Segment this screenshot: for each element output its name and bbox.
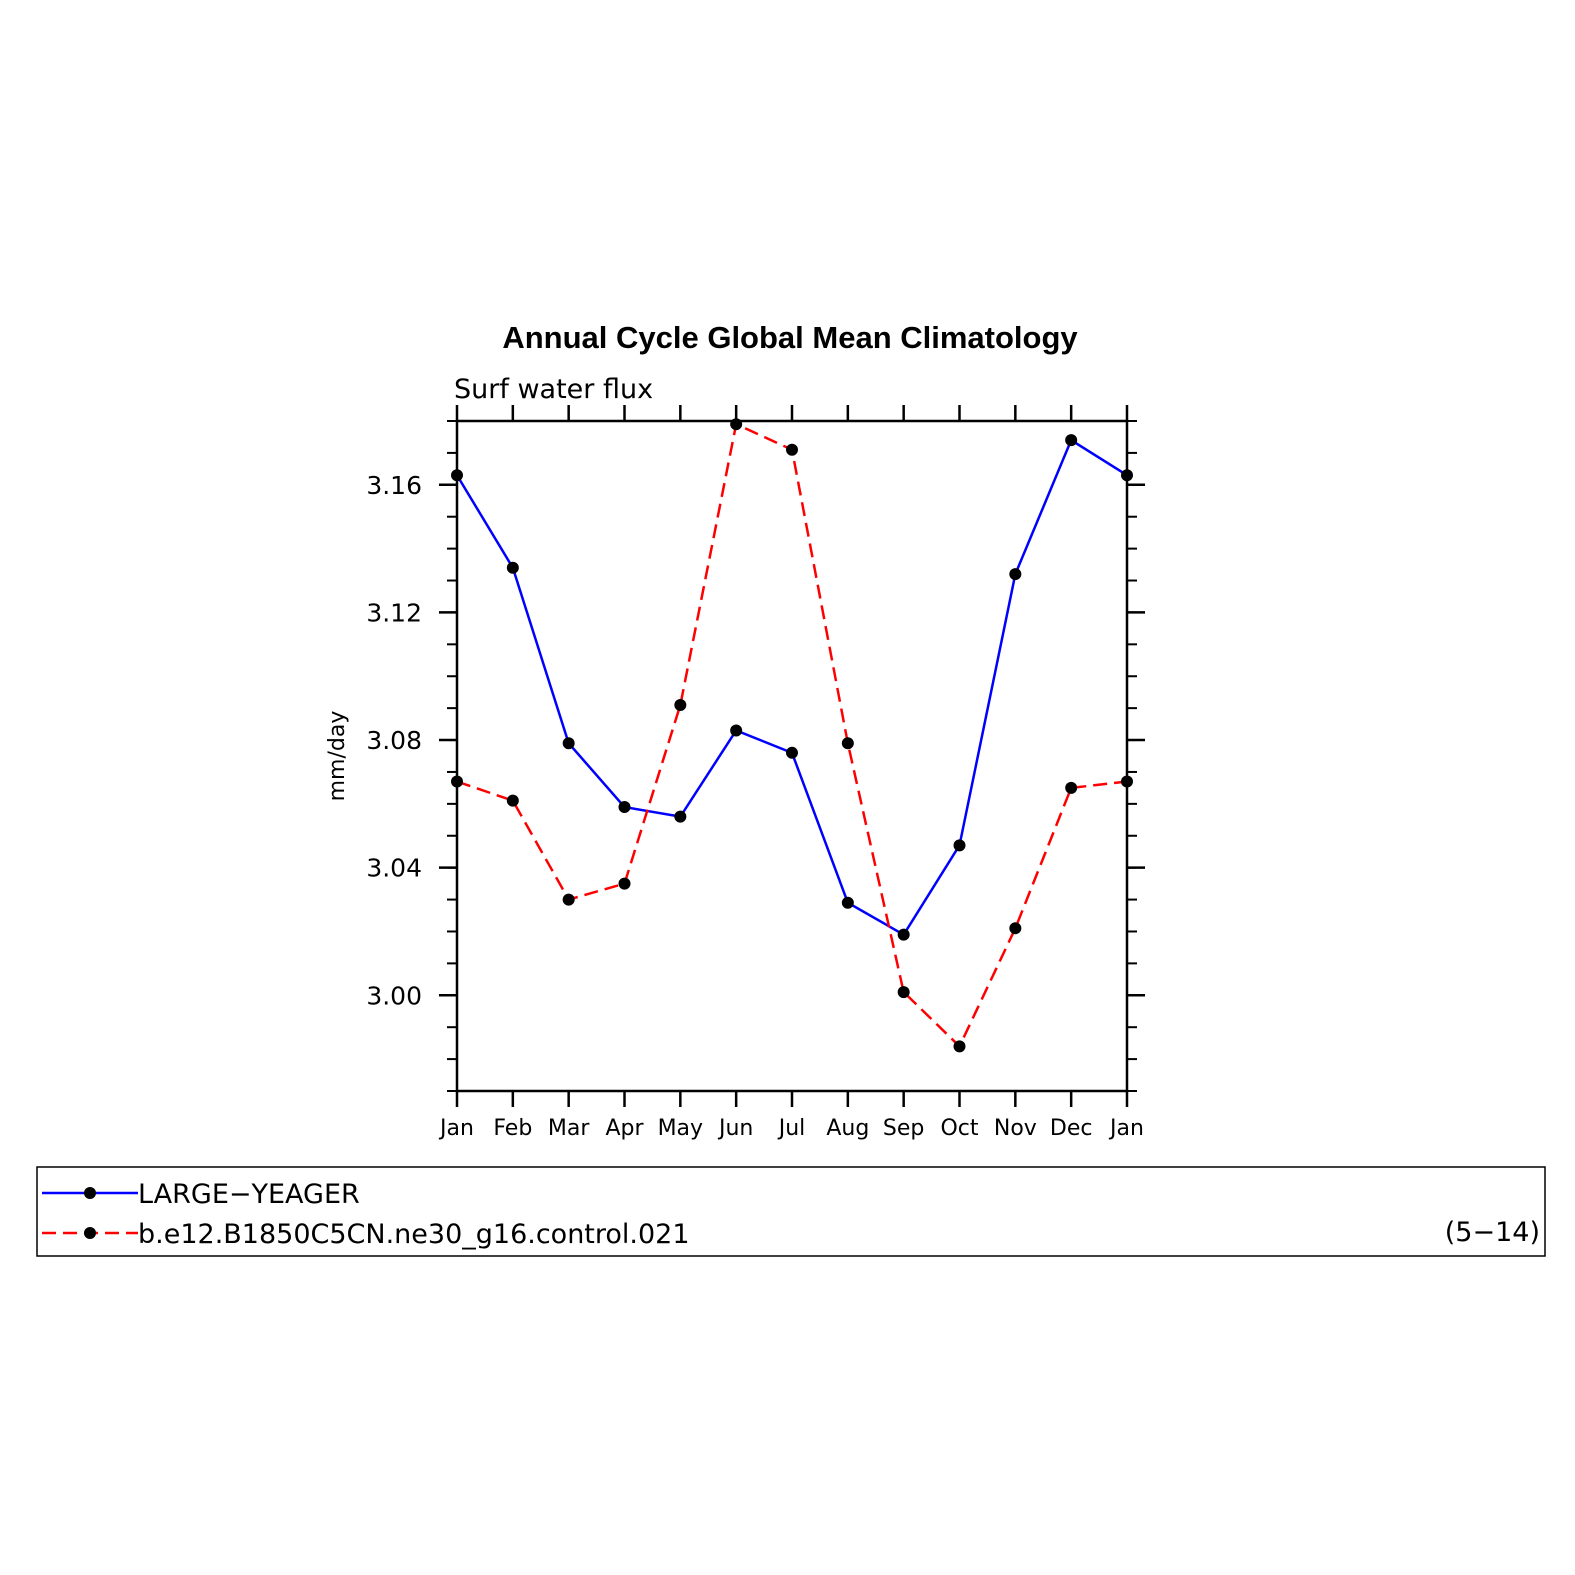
chart-subtitle: Surf water flux	[454, 374, 653, 405]
legend-swatch-marker	[84, 1187, 96, 1199]
x-tick-label: Jun	[717, 1116, 753, 1141]
x-tick-label: Mar	[548, 1116, 590, 1141]
data-point	[451, 775, 463, 788]
y-tick-label: 3.04	[366, 854, 422, 883]
series-line-2	[456, 422, 1128, 1049]
data-point	[730, 418, 743, 431]
data-point	[506, 794, 519, 807]
data-point	[618, 877, 631, 890]
data-point	[1009, 922, 1022, 935]
y-tick-label: 3.00	[366, 981, 422, 1010]
legend-box	[36, 1166, 1546, 1257]
plot-area: Jan Feb Mar Apr May Jun Jul Aug Sep Oct Nov Dec Jan 3…	[366, 405, 1145, 1141]
legend-entry-label: b.e12.B1850C5CN.ne30_g16.control.021	[138, 1219, 690, 1250]
data-point	[953, 1040, 966, 1053]
x-tick-label: Sep	[883, 1116, 924, 1141]
data-point	[953, 839, 966, 852]
y-tick-label: 3.08	[366, 726, 422, 755]
legend-swatch-marker	[84, 1227, 96, 1239]
data-point	[730, 724, 743, 737]
x-tick-label: Feb	[493, 1116, 532, 1141]
data-point	[674, 698, 687, 711]
y-tick-label: 3.16	[366, 471, 422, 500]
data-point	[897, 986, 910, 999]
legend-entry-label: LARGE−YEAGER	[138, 1179, 360, 1210]
data-point	[1121, 775, 1133, 788]
x-tick-label: Apr	[605, 1116, 644, 1141]
x-tick-label: Jan	[438, 1116, 474, 1141]
x-tick-label: Jan	[1108, 1116, 1144, 1141]
data-point	[841, 896, 854, 909]
x-tick-label: Nov	[994, 1116, 1037, 1141]
x-tick-label: Dec	[1050, 1116, 1093, 1141]
data-point	[1009, 568, 1022, 581]
legend-note: (5−14)	[1445, 1217, 1540, 1248]
data-point	[451, 469, 463, 482]
x-tick-label: Jul	[777, 1116, 806, 1141]
data-point	[618, 801, 631, 814]
data-point	[786, 746, 798, 759]
data-point	[841, 737, 854, 750]
data-point	[1121, 469, 1133, 482]
data-point	[1065, 781, 1078, 794]
chart-title: Annual Cycle Global Mean Climatology	[502, 320, 1078, 355]
data-point	[1065, 434, 1078, 447]
data-point	[562, 737, 575, 750]
series-line-1	[455, 438, 1128, 937]
y-tick-label: 3.12	[366, 598, 422, 627]
data-point	[674, 810, 687, 823]
x-tick-label: Aug	[826, 1116, 869, 1141]
data-point	[562, 893, 575, 906]
x-tick-label: Oct	[940, 1116, 978, 1141]
x-tick-label: May	[658, 1116, 703, 1141]
y-axis-label: mm/day	[325, 711, 350, 802]
legend: (5−14) LARGE−YEAGER b.e12.B1850C5CN.ne30_…	[36, 1166, 1546, 1257]
data-point	[506, 561, 519, 574]
data-point	[897, 928, 910, 941]
data-point	[786, 443, 798, 456]
